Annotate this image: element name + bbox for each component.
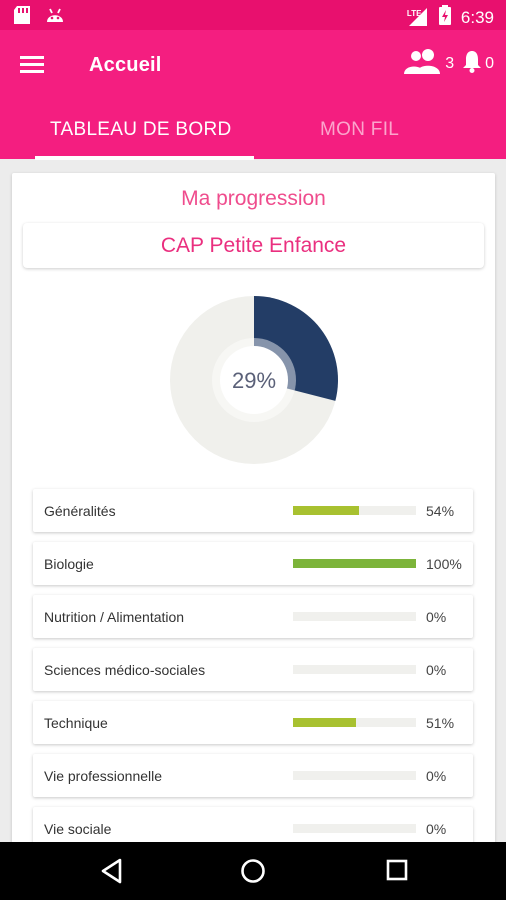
subject-row[interactable]: Vie professionnelle 0% [33,754,473,797]
subject-name: Sciences médico-sociales [44,662,206,678]
subject-name: Généralités [44,503,116,519]
home-circle-icon[interactable] [240,858,266,889]
subject-row[interactable]: Généralités 54% [33,489,473,532]
contacts-count: 3 [445,54,455,72]
subject-name: Vie professionnelle [44,768,163,784]
subject-progress-bar [293,559,416,568]
subject-progress-bar [293,612,416,621]
subject-name: Vie sociale [44,821,112,837]
recents-square-icon[interactable] [385,858,409,887]
hamburger-menu-icon[interactable] [20,54,50,78]
subject-progress-fill [293,718,356,727]
subject-progress-bar [293,771,416,780]
subject-percent: 51% [426,715,455,731]
subject-progress-fill [293,559,416,568]
status-bar: LTE 6:39 [0,0,506,30]
lte-signal-icon: LTE [407,7,429,28]
subject-percent: 0% [426,662,447,678]
tab-tableau-de-bord[interactable]: TABLEAU DE BORD [50,119,232,140]
contacts-button[interactable]: 3 [404,48,454,79]
subject-percent: 0% [426,768,447,784]
subject-row[interactable]: Nutrition / Alimentation 0% [33,595,473,638]
subject-row[interactable]: Technique 51% [33,701,473,744]
subject-percent: 0% [426,821,447,837]
overall-progress-label: 29% [231,368,277,393]
subject-row[interactable]: Biologie 100% [33,542,473,585]
subject-row[interactable]: Sciences médico-sociales 0% [33,648,473,691]
back-triangle-icon[interactable] [100,858,124,889]
subject-percent: 0% [426,609,447,625]
tab-indicator [35,156,254,160]
notifications-count: 0 [485,54,494,72]
subject-progress-bar [293,718,416,727]
people-icon [404,48,442,79]
subject-progress-bar [293,506,416,515]
tab-mon-fil[interactable]: MON FIL [320,119,400,140]
android-icon [46,7,64,28]
overall-progress-donut: 29% [169,295,339,465]
battery-charging-icon [438,5,451,30]
subject-percent: 54% [426,503,455,519]
bell-icon [462,49,482,78]
progress-heading: Ma progression [181,187,326,210]
clock-time: 6:39 [460,7,494,27]
subject-name: Biologie [44,556,94,572]
subject-name: Nutrition / Alimentation [44,609,185,625]
system-nav-bar [0,842,506,900]
subject-percent: 100% [426,556,462,572]
subject-progress-bar [293,665,416,674]
subject-progress-bar [293,824,416,833]
sd-card-icon [14,6,30,29]
tab-bar: TABLEAU DE BORD MON FIL [0,102,506,160]
progress-card: Ma progression CAP Petite Enfance 29% Gé… [12,173,495,853]
subject-name: Technique [44,715,108,731]
notifications-button[interactable]: 0 [462,49,494,78]
subject-progress-fill [293,506,359,515]
app-bar: Accueil 3 0 [0,30,506,102]
course-selector[interactable]: CAP Petite Enfance [23,223,484,268]
donut-hole [220,346,288,414]
page-title: Accueil [89,54,162,76]
